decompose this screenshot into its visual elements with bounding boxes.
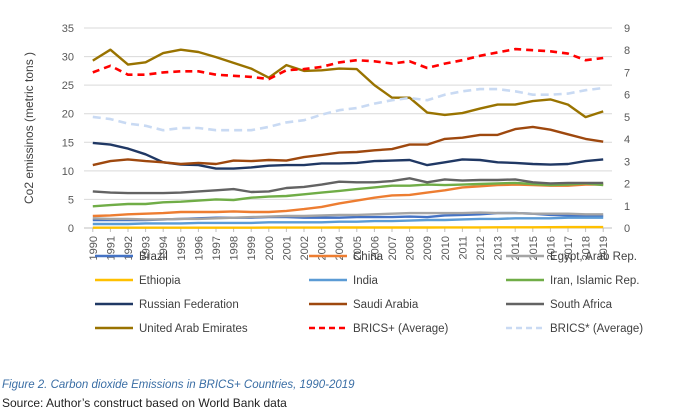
x-tick-label: 2017 bbox=[563, 236, 575, 260]
y2-tick-label: 6 bbox=[624, 90, 630, 102]
x-tick-label: 2014 bbox=[510, 236, 522, 260]
y-tick-label: 20 bbox=[62, 109, 74, 121]
x-axis-ticks: 1990 1991 1992 1993 1994 1995 1996 1997 1998 1999… bbox=[88, 228, 610, 260]
y2-tick-label: 2 bbox=[624, 179, 630, 191]
x-tick-label: 1994 bbox=[158, 236, 170, 260]
x-tick-label: 2015 bbox=[528, 236, 540, 260]
series-line bbox=[92, 48, 604, 119]
legend-label: Ethiopia bbox=[139, 275, 181, 287]
series-line bbox=[92, 125, 604, 167]
legend-label: Egypt, Arab Rep. bbox=[550, 251, 637, 263]
figure-caption: Figure 2. Carbon dioxide Emissions in BR… bbox=[2, 379, 355, 391]
series-line bbox=[92, 183, 604, 218]
legend-label: Iran, Islamic Rep. bbox=[550, 275, 639, 287]
legend-label: Russian Federation bbox=[139, 299, 239, 311]
x-tick-label: 2008 bbox=[405, 236, 417, 260]
x-tick-label: 2006 bbox=[369, 236, 381, 260]
x-tick-label: 1992 bbox=[123, 236, 135, 260]
series-line bbox=[92, 181, 604, 208]
y-tick-label: 15 bbox=[62, 137, 74, 149]
x-tick-label: 1995 bbox=[176, 236, 188, 260]
series-line bbox=[92, 86, 604, 132]
y2-tick-label: 1 bbox=[624, 201, 630, 213]
series-lines bbox=[92, 47, 604, 229]
x-tick-label: 2002 bbox=[299, 236, 311, 260]
y-tick-label: 30 bbox=[62, 52, 74, 64]
x-tick-label: 1998 bbox=[229, 236, 241, 260]
legend-label: BRICS* (Average) bbox=[550, 323, 643, 335]
x-tick-label: 2010 bbox=[440, 236, 452, 260]
x-tick-label: 2018 bbox=[581, 236, 593, 260]
y2-tick-label: 3 bbox=[624, 156, 630, 168]
x-tick-label: 2012 bbox=[475, 236, 487, 260]
y2-tick-label: 5 bbox=[624, 112, 630, 124]
x-tick-label: 2005 bbox=[352, 236, 364, 260]
series-line bbox=[92, 177, 604, 195]
source-note: Source: Author’s construct based on Worl… bbox=[2, 396, 287, 410]
x-tick-label: 2009 bbox=[422, 236, 434, 260]
right-axis-ticks: 0 1 2 3 4 5 6 7 8 9 bbox=[624, 23, 630, 235]
x-tick-label: 1990 bbox=[88, 236, 100, 260]
y2-tick-label: 4 bbox=[624, 134, 630, 146]
y-tick-label: 5 bbox=[68, 194, 74, 206]
x-tick-label: 2000 bbox=[264, 236, 276, 260]
x-tick-label: 2013 bbox=[493, 236, 505, 260]
series-line bbox=[92, 141, 604, 170]
series-line bbox=[92, 211, 604, 221]
x-tick-label: 1996 bbox=[193, 236, 205, 260]
legend-label: China bbox=[353, 251, 384, 263]
y-axis-label: Co2 emissinos (metric tons ) bbox=[22, 52, 36, 204]
y-tick-label: 0 bbox=[68, 223, 74, 235]
left-axis-ticks: 0 5 10 15 20 25 30 35 bbox=[62, 23, 74, 235]
y2-tick-label: 8 bbox=[624, 45, 630, 57]
legend-label: Brazil bbox=[139, 251, 168, 263]
x-tick-label: 1991 bbox=[105, 236, 117, 260]
y2-tick-label: 9 bbox=[624, 23, 630, 35]
gridlines bbox=[84, 27, 612, 229]
x-tick-label: 2004 bbox=[334, 236, 346, 260]
x-tick-label: 1997 bbox=[211, 236, 223, 260]
series-line bbox=[92, 47, 604, 81]
y-tick-label: 25 bbox=[62, 80, 74, 92]
x-tick-label: 1999 bbox=[246, 236, 258, 260]
series-line bbox=[92, 225, 604, 229]
x-tick-label: 2001 bbox=[281, 236, 293, 260]
legend-label: Saudi Arabia bbox=[353, 299, 419, 311]
legend-label: BRICS+ (Average) bbox=[353, 323, 449, 335]
y2-tick-label: 7 bbox=[624, 67, 630, 79]
x-tick-label: 2011 bbox=[457, 236, 469, 260]
x-tick-label: 2003 bbox=[317, 236, 329, 260]
legend-label: South Africa bbox=[550, 299, 613, 311]
x-tick-label: 2019 bbox=[598, 236, 610, 260]
legend-label: India bbox=[353, 275, 379, 287]
y2-tick-label: 0 bbox=[624, 223, 630, 235]
y-tick-label: 10 bbox=[62, 166, 74, 178]
x-tick-label: 2007 bbox=[387, 236, 399, 260]
x-tick-label: 2016 bbox=[545, 236, 557, 260]
series-line bbox=[92, 216, 604, 226]
y-tick-label: 35 bbox=[62, 23, 74, 35]
legend: Brazil China Egypt, Arab Rep. Ethiopia India… bbox=[95, 251, 643, 335]
x-tick-label: 1993 bbox=[141, 236, 153, 260]
legend-label: United Arab Emirates bbox=[139, 323, 248, 335]
